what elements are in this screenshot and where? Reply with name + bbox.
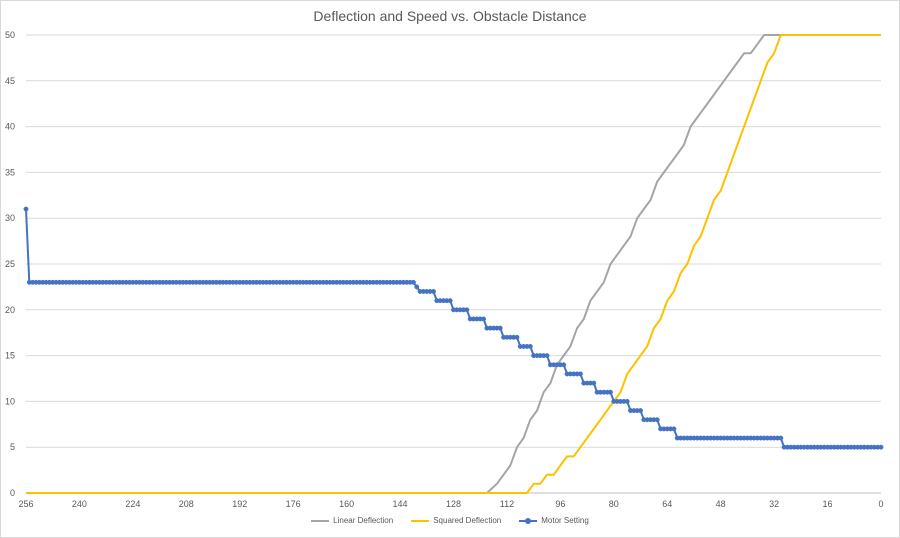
x-tick-label-96: 96	[555, 499, 565, 509]
series-line-linear-deflection	[26, 34, 881, 494]
series-group	[23, 34, 884, 494]
x-tick-label-192: 192	[232, 499, 247, 509]
marker-motor-setting-134	[431, 289, 436, 294]
y-tick-label-35: 35	[5, 167, 15, 177]
marker-motor-setting-114	[497, 325, 503, 331]
marker-motor-setting-105	[527, 343, 533, 349]
y-tick-label-5: 5	[10, 442, 15, 452]
marker-motor-setting-256	[23, 206, 29, 212]
y-tick-label-0: 0	[10, 488, 15, 498]
x-tick-label-112: 112	[500, 499, 514, 509]
legend-item-motor: Motor Setting	[519, 516, 589, 525]
x-tick-label-48: 48	[716, 499, 726, 509]
x-tick-label-80: 80	[609, 499, 619, 509]
marker-motor-setting-72	[638, 408, 643, 414]
y-tick-label-25: 25	[5, 259, 15, 269]
marker-motor-setting-129	[447, 298, 453, 304]
x-tick-label-256: 256	[18, 499, 33, 509]
x-axis-ticks: 256 240 224 208 192 176 160 144 128 112 96 80 64 48 32…	[18, 499, 883, 509]
y-tick-label-40: 40	[5, 122, 15, 132]
marker-motor-setting-119	[481, 316, 487, 322]
x-tick-label-16: 16	[823, 499, 833, 509]
marker-motor-setting-0	[878, 444, 884, 450]
legend-swatch-motor	[519, 517, 538, 524]
y-tick-label-45: 45	[5, 76, 15, 86]
marker-motor-setting-81	[608, 389, 613, 395]
x-tick-label-208: 208	[179, 499, 194, 509]
legend-swatch-linear	[311, 519, 330, 522]
y-tick-label-50: 50	[5, 30, 15, 40]
y-tick-label-20: 20	[5, 305, 15, 315]
y-tick-label-15: 15	[5, 351, 15, 361]
marker-motor-setting-100	[544, 353, 550, 359]
x-tick-label-176: 176	[286, 499, 301, 509]
legend-item-squared: Squared Deflection	[411, 516, 501, 525]
marker-motor-setting-139	[414, 284, 420, 290]
marker-motor-setting-95	[561, 362, 567, 368]
marker-motor-setting-62	[671, 426, 677, 432]
x-tick-label-160: 160	[339, 499, 354, 509]
x-tick-label-224: 224	[125, 499, 140, 509]
marker-motor-setting-90	[577, 371, 583, 377]
legend-swatch-squared	[411, 519, 430, 522]
legend-item-linear: Linear Deflection	[311, 516, 393, 525]
gridlines	[26, 34, 881, 494]
x-tick-label-240: 240	[72, 499, 87, 509]
x-tick-label-32: 32	[769, 499, 779, 509]
y-tick-label-10: 10	[5, 396, 15, 406]
legend-label-squared: Squared Deflection	[433, 516, 502, 525]
series-line-motor-setting	[25, 208, 881, 449]
x-tick-label-128: 128	[446, 499, 461, 509]
marker-motor-setting-67	[654, 417, 660, 423]
x-tick-label-64: 64	[662, 499, 672, 509]
series-line-squared-deflection	[26, 34, 881, 494]
x-tick-label-144: 144	[393, 499, 408, 509]
y-tick-label-30: 30	[5, 213, 15, 223]
marker-motor-setting-109	[514, 334, 520, 340]
marker-motor-setting-124	[464, 307, 470, 313]
marker-motor-setting-30	[778, 435, 784, 441]
legend: Linear Deflection Squared Deflection Mot…	[0, 516, 900, 525]
marker-motor-setting-140	[410, 279, 416, 285]
marker-motor-setting-86	[591, 380, 597, 386]
marker-motor-setting-76	[624, 398, 630, 404]
y-axis-ticks: 0 5 10 15 20 25 30 35 40 45 50	[5, 30, 15, 498]
chart-title: Deflection and Speed vs. Obstacle Distan…	[313, 8, 587, 24]
legend-label-linear: Linear Deflection	[333, 516, 394, 525]
x-tick-label-0: 0	[878, 499, 883, 509]
legend-label-motor: Motor Setting	[541, 516, 589, 525]
